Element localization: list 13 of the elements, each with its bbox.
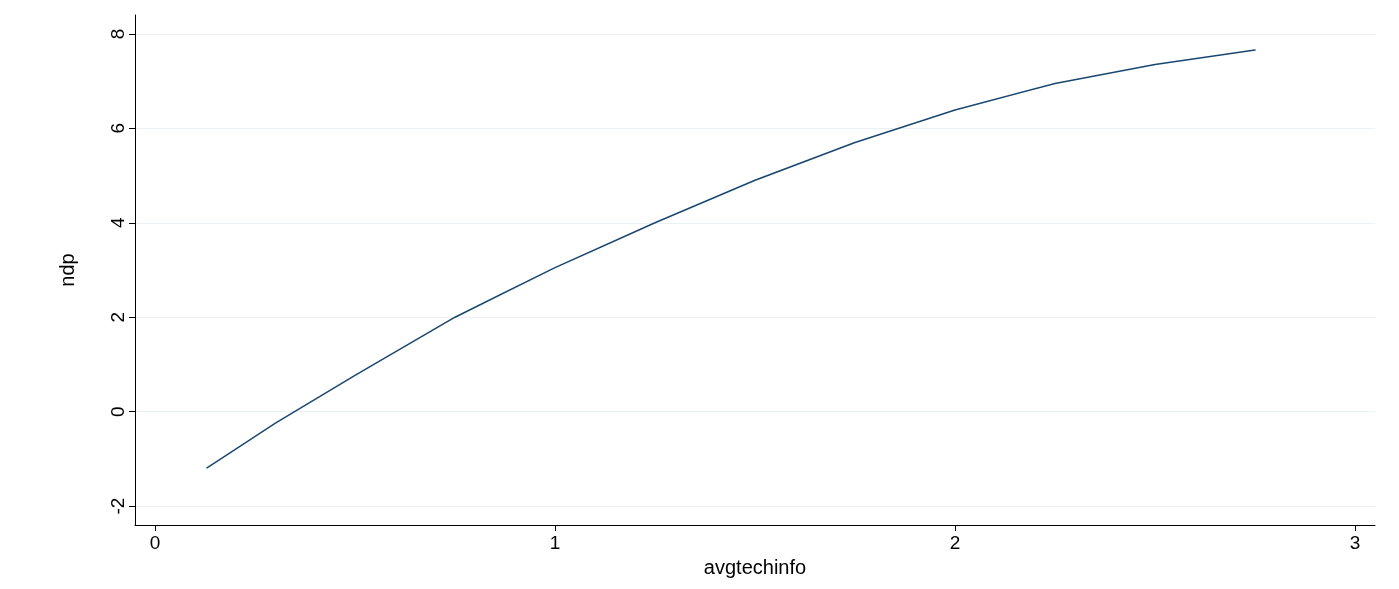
x-tick-label: 2 xyxy=(949,532,961,553)
y-tick-label: 2 xyxy=(107,311,128,323)
line-series xyxy=(206,49,1256,469)
x-tick-label: 1 xyxy=(549,532,561,553)
y-axis-title: ndp xyxy=(56,253,78,287)
y-tick-label: 8 xyxy=(107,28,128,40)
x-axis-title: avgtechinfo xyxy=(703,556,807,578)
x-tick-label: 0 xyxy=(149,532,161,553)
y-tick-label: 0 xyxy=(107,406,128,417)
y-tick-label: 4 xyxy=(107,217,128,229)
y-tick-label: 6 xyxy=(107,123,128,134)
x-tick-label: 3 xyxy=(1349,532,1361,553)
y-tick-label: -2 xyxy=(107,497,128,515)
